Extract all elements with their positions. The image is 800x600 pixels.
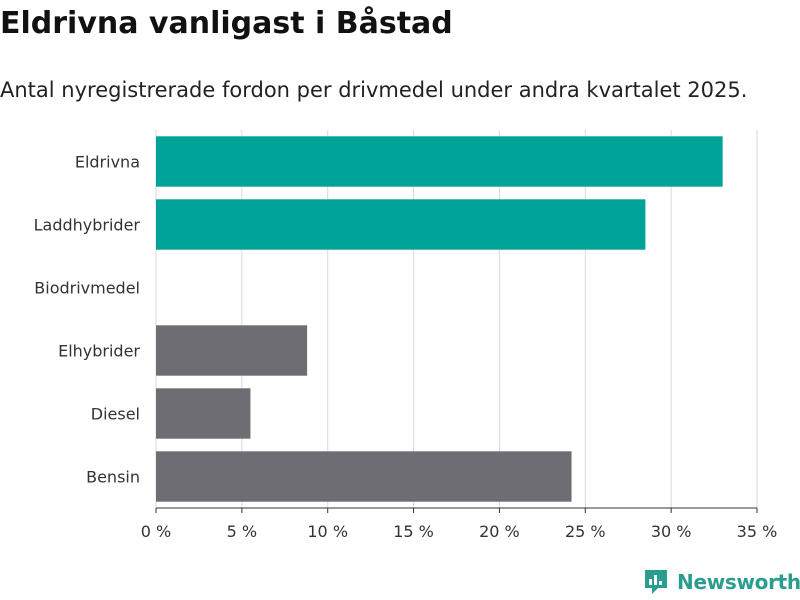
category-label: Bensin xyxy=(86,468,140,487)
bar-chart-logo-icon xyxy=(645,570,667,594)
newsworthy-logo: Newsworthy xyxy=(643,568,800,596)
x-tick-label: 5 % xyxy=(227,522,257,541)
x-tick-label: 35 % xyxy=(737,522,778,541)
bar xyxy=(156,325,308,376)
brand-name: Newsworthy xyxy=(677,570,800,594)
x-tick-label: 0 % xyxy=(141,522,171,541)
bar xyxy=(156,388,251,439)
bar xyxy=(156,451,572,502)
category-label: Laddhybrider xyxy=(34,216,141,235)
chart-title: Eldrivna vanligast i Båstad xyxy=(0,6,453,41)
bar-chart: 0 % 5 % 10 % 15 % 20 % 25 % 30 % 35 % Eldrivna La… xyxy=(34,130,778,541)
x-tick-label: 25 % xyxy=(565,522,606,541)
bar xyxy=(156,136,723,187)
x-tick-label: 30 % xyxy=(651,522,692,541)
category-label: Elhybrider xyxy=(58,342,140,361)
bar xyxy=(156,199,646,250)
category-label: Biodrivmedel xyxy=(34,279,140,298)
x-tick-label: 15 % xyxy=(393,522,434,541)
category-label: Eldrivna xyxy=(75,153,140,172)
x-tick-label: 10 % xyxy=(307,522,348,541)
category-label: Diesel xyxy=(91,405,140,424)
chart-subtitle: Antal nyregistrerade fordon per drivmede… xyxy=(0,78,748,102)
x-tick-label: 20 % xyxy=(479,522,520,541)
